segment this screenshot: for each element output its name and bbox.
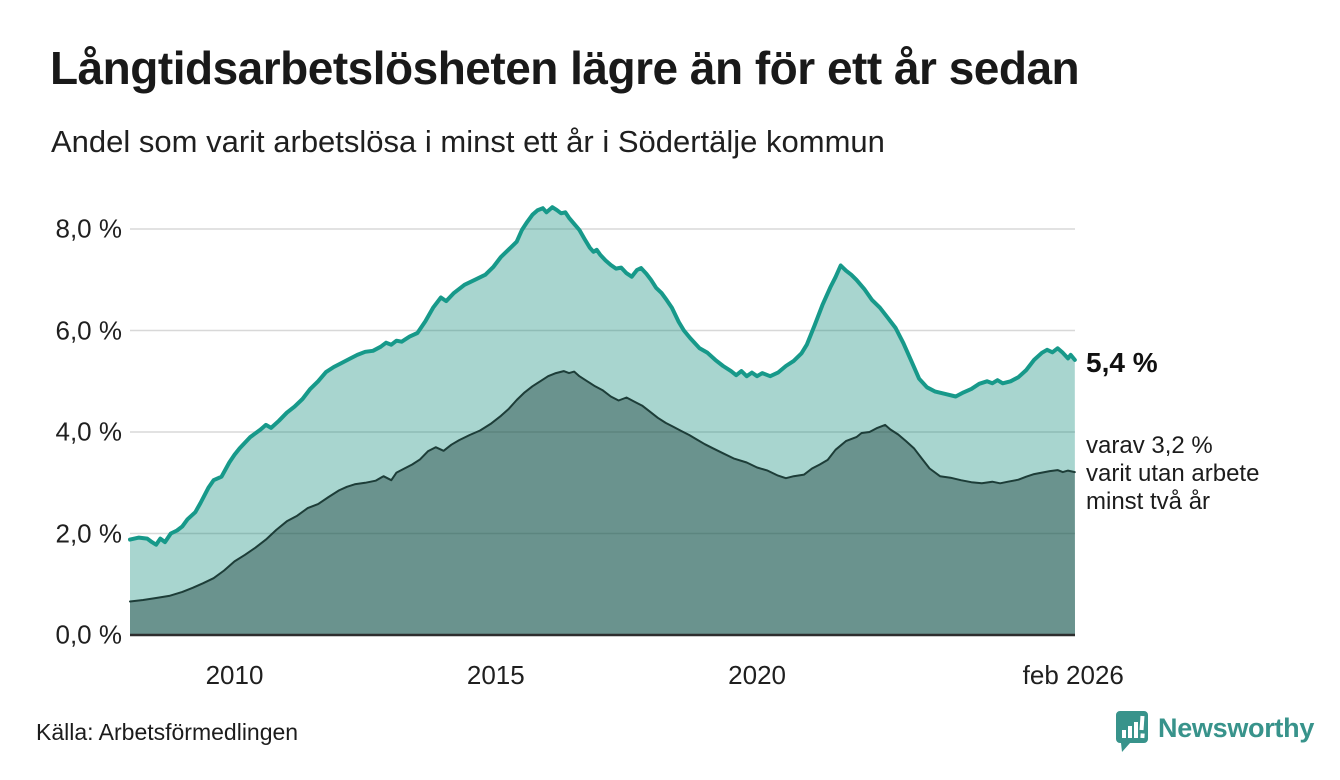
series-line-1 [129,370,1076,603]
newsworthy-logo-icon [1116,711,1148,752]
series-area-0 [130,207,1075,635]
series-area-1 [130,371,1075,635]
newsworthy-logo-text: Newsworthy [1158,712,1315,743]
series-line-0 [128,205,1077,547]
newsworthy-logo[interactable]: Newsworthy [1113,706,1314,754]
